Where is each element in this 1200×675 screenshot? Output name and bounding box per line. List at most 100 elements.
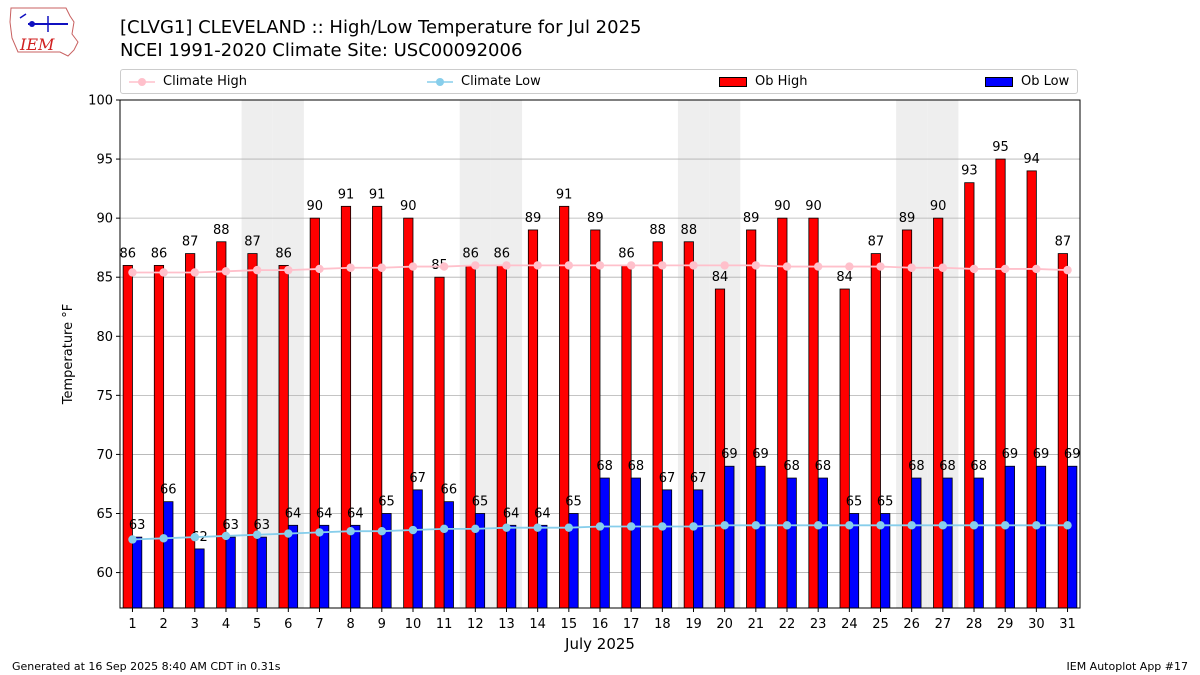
ob-low-bar xyxy=(911,477,922,609)
x-tick-label: 19 xyxy=(685,617,702,632)
y-tick-label: 85 xyxy=(96,271,113,286)
ob-low-bar xyxy=(163,501,174,609)
climate-high-point xyxy=(346,263,355,272)
ob-low-bar xyxy=(630,477,641,609)
climate-low-point xyxy=(533,523,542,532)
ob-low-value-label: 69 xyxy=(1002,447,1019,462)
ob-high-value-label: 91 xyxy=(338,187,355,202)
ob-low-bar xyxy=(599,477,610,609)
climate-low-point xyxy=(876,521,885,530)
ob-high-value-label: 91 xyxy=(556,187,573,202)
ob-low-bar xyxy=(1035,465,1047,609)
ob-high-value-label: 84 xyxy=(836,270,853,285)
ob-high-value-label: 86 xyxy=(151,246,168,261)
climate-high-point xyxy=(813,262,823,271)
climate-low-point xyxy=(782,521,792,530)
x-tick-label: 17 xyxy=(623,617,640,632)
ob-high-value-label: 89 xyxy=(525,211,542,226)
ob-low-bar xyxy=(443,501,454,609)
climate-low-point xyxy=(284,529,293,538)
climate-high-point xyxy=(471,261,480,270)
climate-low-point xyxy=(502,523,511,532)
x-tick-label: 21 xyxy=(748,617,765,632)
ob-low-bar xyxy=(786,477,797,609)
climate-high-point xyxy=(502,261,511,270)
y-tick-label: 75 xyxy=(96,389,113,404)
ob-high-bar xyxy=(1057,253,1068,609)
ob-low-bar xyxy=(412,489,423,609)
ob-low-value-label: 69 xyxy=(752,447,769,462)
y-tick-label: 95 xyxy=(96,153,113,168)
ob-high-value-label: 89 xyxy=(587,211,604,226)
ob-high-bar xyxy=(590,229,601,609)
y-tick-label: 100 xyxy=(88,94,113,109)
climate-low-point xyxy=(595,522,605,531)
climate-low-point xyxy=(1063,521,1072,530)
ob-low-value-label: 67 xyxy=(659,471,676,486)
ob-low-value-label: 64 xyxy=(316,506,333,521)
ob-low-bar xyxy=(225,536,236,609)
climate-high-point xyxy=(377,263,387,272)
climate-low-point xyxy=(938,521,948,530)
ob-high-value-label: 90 xyxy=(400,199,417,214)
ob-low-value-label: 64 xyxy=(285,506,302,521)
climate-low-point xyxy=(969,521,979,530)
ob-high-value-label: 87 xyxy=(868,235,885,250)
climate-high-point xyxy=(782,262,792,271)
ob-low-value-label: 68 xyxy=(970,459,987,474)
x-tick-label: 2 xyxy=(159,617,167,632)
climate-low-point xyxy=(408,525,418,535)
ob-low-bar xyxy=(661,489,673,609)
ob-high-bar xyxy=(746,229,757,609)
x-tick-label: 7 xyxy=(315,617,323,632)
x-tick-label: 9 xyxy=(378,617,386,632)
x-tick-label: 8 xyxy=(347,617,355,632)
ob-high-bar xyxy=(777,217,788,609)
ob-high-bar xyxy=(839,288,850,609)
legend-ob-low: Ob Low xyxy=(985,74,1069,89)
x-tick-label: 3 xyxy=(191,617,199,632)
ob-high-value-label: 95 xyxy=(992,140,1009,155)
climate-low-point xyxy=(159,534,168,543)
ob-high-value-label: 89 xyxy=(743,211,760,226)
ob-high-bar xyxy=(870,253,881,609)
x-tick-label: 1 xyxy=(128,617,136,632)
climate-high-point xyxy=(252,265,262,275)
climate-high-point xyxy=(751,261,761,270)
climate-high-point xyxy=(1032,264,1041,274)
ob-high-value-label: 86 xyxy=(462,246,479,261)
ob-high-bar xyxy=(216,241,227,609)
ob-high-bar xyxy=(496,264,507,609)
ob-low-value-label: 69 xyxy=(1064,447,1081,462)
ob-low-value-label: 68 xyxy=(628,459,645,474)
x-tick-label: 18 xyxy=(654,617,671,632)
ob-high-value-label: 86 xyxy=(275,246,292,261)
climate-low-point xyxy=(346,527,355,536)
ob-high-value-label: 87 xyxy=(244,235,261,250)
ob-high-swatch-icon xyxy=(719,76,747,87)
climate-high-point xyxy=(439,262,449,271)
ob-high-value-label: 87 xyxy=(1055,235,1072,250)
chart-title: [CLVG1] CLEVELAND :: High/Low Temperatur… xyxy=(120,17,642,38)
ob-high-bar xyxy=(1026,170,1037,609)
ob-low-value-label: 65 xyxy=(846,494,863,509)
ob-high-value-label: 93 xyxy=(961,164,978,179)
chart-subtitle: NCEI 1991-2020 Climate Site: USC00092006 xyxy=(120,40,523,61)
x-tick-label: 27 xyxy=(935,617,952,632)
ob-high-bar xyxy=(403,217,414,609)
y-tick-label: 80 xyxy=(96,330,113,345)
iem-logo: IEM xyxy=(9,7,79,57)
ob-high-bar xyxy=(278,264,289,609)
ob-low-value-label: 65 xyxy=(378,494,395,509)
ob-low-bar xyxy=(319,524,330,609)
ob-high-value-label: 89 xyxy=(899,211,916,226)
ob-high-bar xyxy=(808,217,819,609)
climate-high-point xyxy=(845,262,854,271)
ob-low-value-label: 68 xyxy=(908,459,925,474)
climate-high-point xyxy=(720,261,729,270)
x-tick-label: 31 xyxy=(1059,617,1076,632)
ob-high-bar xyxy=(465,264,476,609)
climate-low-point xyxy=(1000,521,1010,530)
ob-high-value-label: 91 xyxy=(369,187,386,202)
y-tick-label: 60 xyxy=(96,566,113,581)
